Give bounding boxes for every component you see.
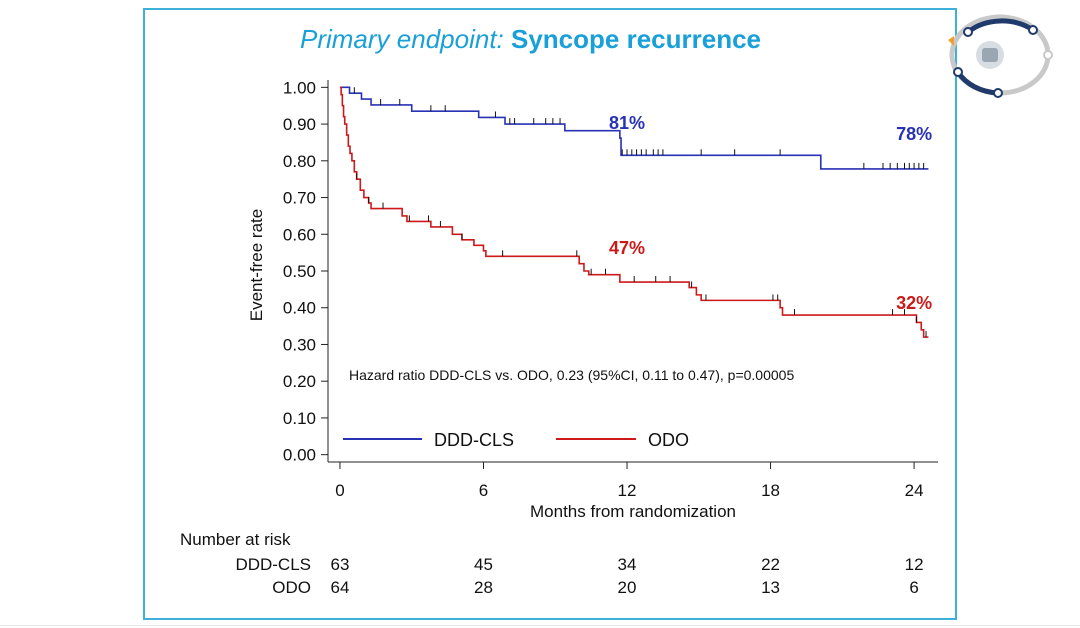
curve-odo <box>339 86 929 338</box>
slide-frame <box>143 8 957 620</box>
y-axis-label: Event-free rate <box>247 209 266 321</box>
risk-count: 6 <box>909 578 918 597</box>
x-axis-label: Months from randomization <box>530 502 736 521</box>
risk-row-label: DDD-CLS <box>235 555 311 574</box>
bottom-divider <box>0 625 1080 626</box>
y-tick-label: 0.80 <box>283 152 316 171</box>
risk-table-header: Number at risk <box>180 530 291 549</box>
percent-label: 47% <box>609 238 645 258</box>
risk-row-label: ODO <box>272 578 311 597</box>
risk-count: 45 <box>474 555 493 574</box>
y-tick-label: 0.70 <box>283 189 316 208</box>
risk-count: 20 <box>618 578 637 597</box>
curve-ddd-cls <box>339 86 929 170</box>
x-tick-label: 6 <box>479 481 488 500</box>
y-tick-label: 1.00 <box>283 78 316 97</box>
study-logo <box>928 12 1074 98</box>
risk-table: Number at risk DDD-CLS 63 45 34 22 12 ODO 64 28 20… <box>180 530 924 597</box>
risk-count: 28 <box>474 578 493 597</box>
risk-count: 64 <box>330 578 349 597</box>
risk-count: 12 <box>905 555 924 574</box>
percent-label: 81% <box>609 113 645 133</box>
y-tick-label: 0.10 <box>283 409 316 428</box>
y-tick-label: 0.20 <box>283 372 316 391</box>
x-tick-label: 18 <box>761 481 780 500</box>
y-tick-label: 0.60 <box>283 225 316 244</box>
y-tick-label: 0.90 <box>283 115 316 134</box>
y-tick-label: 0.50 <box>283 262 316 281</box>
risk-count: 34 <box>618 555 637 574</box>
percent-label: 32% <box>896 293 932 313</box>
percent-label: 78% <box>896 124 932 144</box>
x-tick-label: 0 <box>335 481 344 500</box>
y-tick-label: 0.30 <box>283 335 316 354</box>
risk-count: 13 <box>761 578 780 597</box>
title-main: Syncope recurrence <box>511 24 762 54</box>
legend-label-odo: ODO <box>648 430 689 450</box>
risk-count: 63 <box>330 555 349 574</box>
x-tick-label: 24 <box>905 481 924 500</box>
chart-censor-marks <box>353 87 927 338</box>
y-tick-label: 0.00 <box>283 446 316 465</box>
legend-label-ddd-cls: DDD-CLS <box>434 430 514 450</box>
title-lead: Primary endpoint: <box>300 24 504 54</box>
risk-count: 22 <box>761 555 780 574</box>
chart-curves <box>339 86 929 338</box>
slide-title: Primary endpoint: Syncope recurrence <box>300 24 960 55</box>
y-tick-label: 0.40 <box>283 299 316 318</box>
chart-labels: 81% 78% 47% 32% Hazard ratio DDD-CLS vs. ODO… <box>349 113 932 383</box>
hazard-ratio-text: Hazard ratio DDD-CLS vs. ODO, 0.23 (95%C… <box>349 367 794 383</box>
chart-axes: 0.00 0.10 0.20 0.30 0.40 0.50 0.60 0.70 0.80 0.90… <box>247 78 938 521</box>
chart-legend: DDD-CLS ODO <box>343 430 689 450</box>
x-tick-label: 12 <box>618 481 637 500</box>
